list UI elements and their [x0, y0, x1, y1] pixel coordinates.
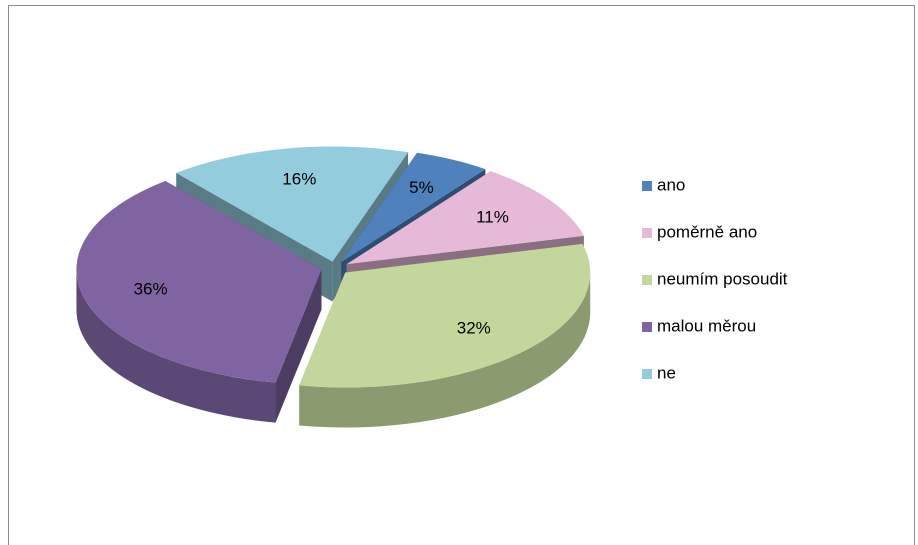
slice-side: [275, 269, 322, 423]
data-label: 16%: [282, 170, 316, 189]
data-label: 5%: [409, 178, 434, 197]
slice-side: [76, 269, 276, 423]
legend-label: ano: [657, 175, 685, 194]
legend-swatch: [642, 369, 652, 379]
data-label: 32%: [457, 319, 491, 338]
slice: [341, 152, 486, 263]
legend-label: neumím posoudit: [657, 269, 788, 288]
legend-swatch: [642, 181, 652, 191]
legend-label: malou měrou: [657, 316, 756, 335]
legend-swatch: [642, 322, 652, 332]
data-label: 11%: [476, 207, 509, 226]
slice: [346, 171, 584, 265]
legend: ano poměrně ano neumím posoudit malou měrou…: [642, 175, 788, 382]
slice: [76, 181, 322, 383]
data-label: 36%: [134, 280, 168, 299]
legend-swatch: [642, 275, 652, 285]
legend-label: poměrně ano: [657, 222, 757, 241]
legend-label: ne: [657, 363, 676, 382]
legend-swatch: [642, 228, 652, 238]
slice: [299, 243, 591, 388]
pie: 5% 11% 32% 36% 16%: [76, 146, 591, 428]
slice-side: [299, 272, 591, 428]
slice: [176, 146, 409, 262]
